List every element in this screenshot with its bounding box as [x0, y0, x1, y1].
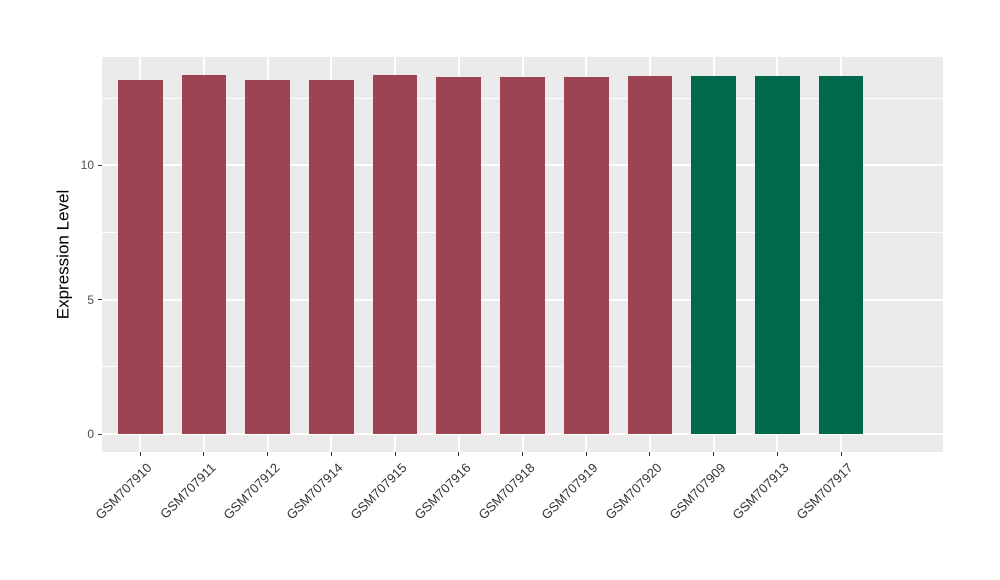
- x-tick: [267, 452, 269, 456]
- y-tick-label: 0: [87, 427, 94, 442]
- bar-GSM707917: [818, 75, 864, 435]
- bar-GSM707909: [691, 76, 736, 435]
- x-tick-label: GSM707917: [793, 460, 856, 523]
- y-tick: [98, 299, 102, 301]
- y-tick: [98, 164, 102, 166]
- bar-GSM707914: [309, 79, 354, 435]
- y-tick-label: 5: [87, 292, 94, 307]
- x-tick: [713, 452, 715, 456]
- bar-GSM707911: [181, 74, 227, 435]
- x-tick-label: GSM707915: [347, 460, 410, 523]
- x-tick-label: GSM707912: [220, 460, 283, 523]
- x-tick-label: GSM707913: [729, 460, 792, 523]
- bar-GSM707913: [755, 75, 800, 435]
- x-tick: [139, 452, 141, 456]
- x-tick-label: GSM707914: [283, 460, 346, 523]
- x-tick-label: GSM707916: [411, 460, 474, 523]
- x-tick-label: GSM707911: [157, 460, 219, 522]
- x-tick: [522, 452, 523, 456]
- x-tick: [585, 452, 587, 456]
- x-tick-label: GSM707918: [474, 460, 538, 523]
- x-tick: [840, 452, 842, 456]
- x-tick-label: GSM707909: [666, 460, 729, 523]
- bar-GSM707910: [117, 79, 163, 435]
- y-tick-label: 10: [80, 158, 94, 173]
- bar-GSM707920: [627, 76, 673, 435]
- x-tick-label: GSM707920: [602, 460, 665, 523]
- x-tick: [394, 452, 396, 456]
- bar-GSM707912: [245, 79, 290, 435]
- x-tick: [649, 452, 651, 456]
- bar-GSM707915: [372, 75, 418, 435]
- plot-panel: [102, 57, 943, 452]
- bar-GSM707916: [436, 76, 482, 435]
- x-tick: [203, 452, 205, 456]
- x-tick: [330, 452, 332, 456]
- y-tick: [98, 433, 102, 435]
- x-tick-label: GSM707919: [538, 460, 601, 523]
- x-tick-label: GSM707910: [92, 460, 155, 523]
- bar-GSM707918: [500, 76, 545, 435]
- x-tick: [458, 452, 460, 456]
- x-tick: [776, 452, 778, 456]
- bar-GSM707919: [563, 76, 609, 435]
- y-axis-title: Expression Level: [53, 189, 73, 320]
